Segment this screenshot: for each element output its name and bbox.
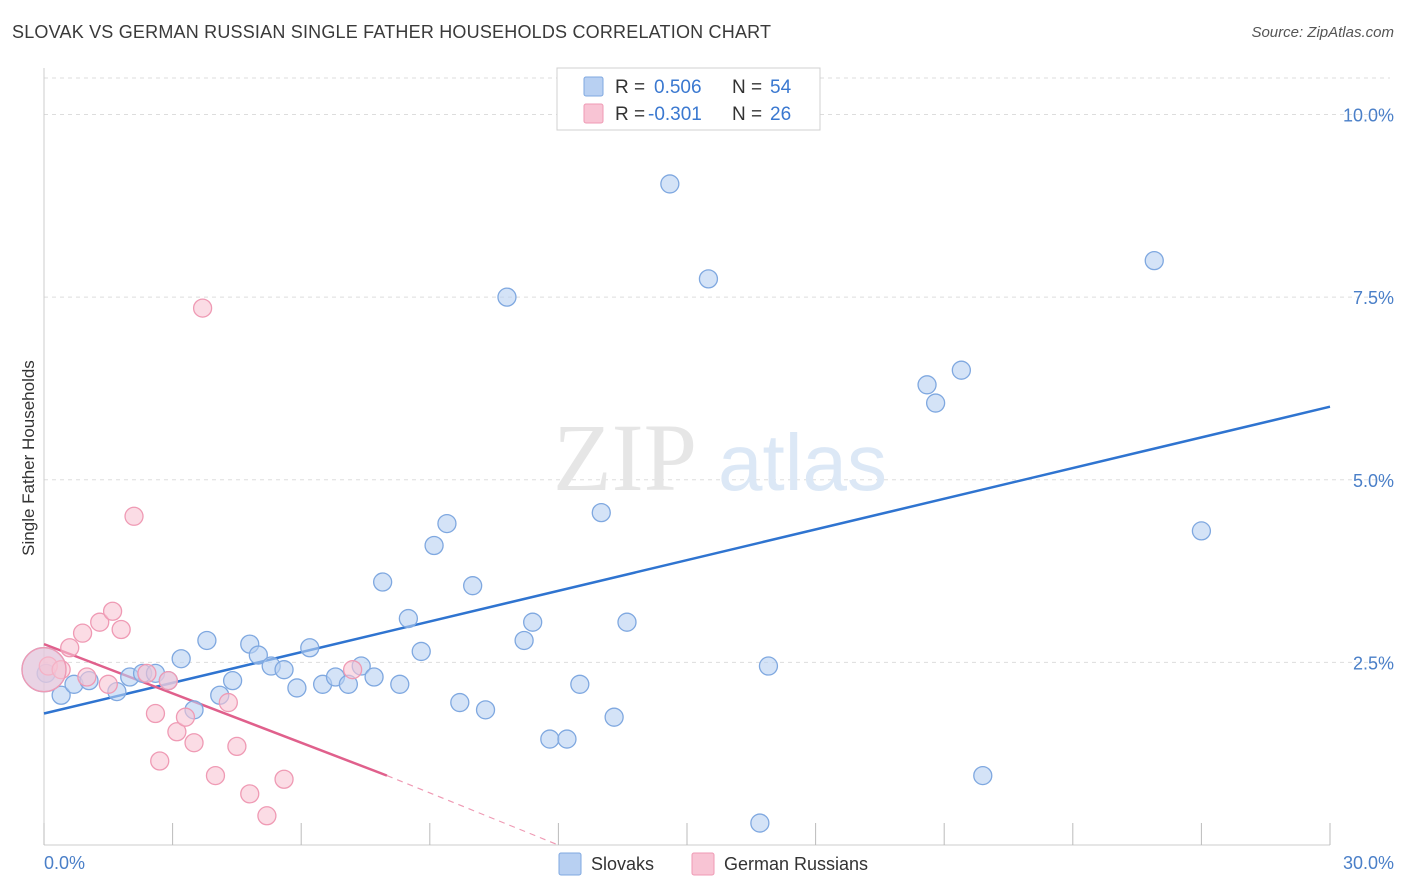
point-slovaks: [171, 649, 191, 669]
point-slovaks: [570, 674, 590, 694]
point-german-russians: [257, 806, 277, 826]
legend-n-label-2: N =: [732, 104, 762, 125]
y-tick-labels: 2.5% 5.0% 7.5% 10.0%: [1343, 106, 1394, 674]
legend-r-value-2: -0.301: [648, 104, 702, 125]
point-slovaks: [300, 638, 320, 658]
x-ticks: [43, 823, 1331, 845]
point-slovaks: [1191, 521, 1212, 541]
point-slovaks: [248, 645, 268, 665]
point-slovaks: [411, 641, 431, 662]
point-german-russians: [150, 751, 170, 771]
point-slovaks: [758, 656, 779, 676]
legend-n-value-1: 54: [770, 77, 792, 98]
point-german-russians: [111, 619, 131, 640]
point-slovaks: [287, 678, 307, 698]
source-label: Source: ZipAtlas.com: [1251, 24, 1394, 41]
point-slovaks: [398, 608, 419, 629]
point-german-russians: [227, 736, 247, 757]
point-german-russians: [184, 733, 204, 753]
point-german-russians: [218, 692, 238, 713]
bottom-legend-label-german-russians: German Russians: [724, 854, 868, 874]
point-slovaks: [617, 612, 637, 632]
point-slovaks: [540, 729, 560, 749]
point-german-russians: [167, 722, 187, 742]
point-german-russians: [21, 647, 67, 693]
point-slovaks: [475, 700, 496, 720]
point-slovaks: [660, 174, 680, 194]
bottom-legend-swatch-slovaks: [558, 852, 582, 876]
point-slovaks: [604, 707, 624, 727]
y-tick-label: 7.5%: [1353, 288, 1394, 308]
x-tick-label-min: 0.0%: [44, 853, 85, 873]
point-slovaks: [497, 287, 517, 307]
point-slovaks: [514, 630, 534, 651]
legend-r-label-2: R =: [615, 104, 645, 125]
y-axis-title: Single Father Households: [19, 360, 38, 556]
trend-line-german-russians-extension: [386, 775, 559, 846]
point-slovaks: [951, 360, 971, 380]
point-slovaks: [437, 513, 457, 534]
legend-swatch-slovaks: [583, 76, 604, 97]
bottom-legend-swatch-german-russians: [691, 852, 715, 876]
legend-r-value-1: 0.506: [654, 77, 702, 98]
point-slovaks: [591, 502, 611, 523]
legend-n-value-2: 26: [770, 104, 791, 125]
point-slovaks: [917, 375, 937, 395]
point-slovaks: [222, 670, 243, 691]
legend-series: Slovaks German Russians: [558, 852, 868, 876]
y-tick-label: 5.0%: [1353, 471, 1394, 491]
legend-r-label-1: R =: [615, 77, 645, 98]
point-slovaks: [1144, 250, 1164, 271]
point-german-russians: [98, 674, 118, 694]
legend-swatch-german-russians: [583, 103, 604, 124]
legend-n-label-1: N =: [732, 77, 762, 98]
point-german-russians: [90, 612, 110, 632]
point-slovaks: [557, 729, 577, 749]
point-german-russians: [60, 638, 80, 658]
trend-line-german-russians: [43, 642, 388, 777]
y-tick-label: 10.0%: [1343, 106, 1394, 126]
point-slovaks: [424, 535, 444, 556]
point-german-russians: [158, 670, 178, 691]
point-german-russians: [175, 707, 196, 727]
point-german-russians: [192, 298, 213, 318]
point-german-russians: [77, 667, 97, 687]
point-slovaks: [450, 692, 470, 713]
point-slovaks: [925, 393, 946, 413]
point-slovaks: [274, 660, 294, 680]
point-slovaks: [698, 269, 719, 289]
x-tick-label-max: 30.0%: [1343, 853, 1394, 873]
watermark-zip: ZIP: [553, 404, 697, 511]
point-german-russians: [145, 703, 166, 724]
point-slovaks: [197, 630, 217, 651]
point-slovaks: [973, 765, 993, 786]
point-german-russians: [137, 663, 157, 683]
point-german-russians: [205, 765, 226, 786]
point-german-russians: [240, 784, 260, 804]
point-slovaks: [364, 667, 384, 687]
y-tick-label: 2.5%: [1353, 653, 1394, 673]
watermark-atlas: atlas: [718, 418, 887, 507]
point-german-russians: [342, 660, 363, 680]
point-german-russians: [124, 506, 144, 526]
point-slovaks: [390, 674, 410, 694]
point-slovaks: [51, 685, 71, 705]
chart-title: SLOVAK VS GERMAN RUSSIAN SINGLE FATHER H…: [12, 22, 772, 42]
point-slovaks: [463, 576, 483, 596]
bottom-legend-label-slovaks: Slovaks: [591, 854, 654, 874]
point-german-russians: [102, 601, 123, 621]
watermark: ZIP atlas: [553, 404, 887, 511]
grid-lines: [44, 77, 1390, 663]
legend-stats: R = 0.506 N = 54 R = -0.301 N = 26: [556, 67, 821, 131]
point-slovaks: [372, 572, 393, 592]
point-slovaks: [523, 612, 543, 632]
point-german-russians: [274, 769, 294, 789]
data-points: [21, 174, 1212, 833]
point-german-russians: [72, 623, 93, 643]
point-slovaks: [750, 813, 770, 833]
